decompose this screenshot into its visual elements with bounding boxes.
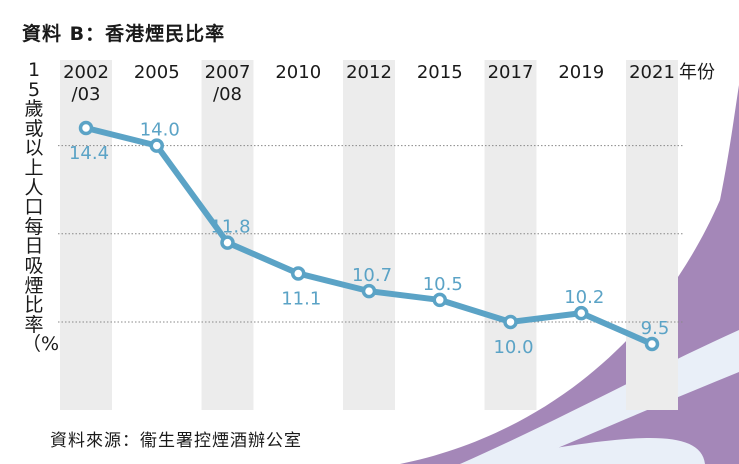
data-label: 14.0 (140, 120, 180, 141)
data-point (149, 138, 164, 153)
x-tick-label: 2002/03 (63, 62, 109, 105)
data-points (78, 120, 660, 352)
x-tick-label: 2007/08 (205, 62, 251, 105)
data-point (503, 314, 518, 330)
data-label: 11.1 (281, 288, 321, 309)
x-unit-label: 年份 (679, 62, 715, 83)
x-tick-label: 2021 (629, 62, 675, 83)
source-note: 資料來源：衞生署控煙酒辦公室 (50, 431, 302, 451)
x-axis-labels: 2002/03 2005 2007/08 2010 2012 2015 2017 2019 20… (63, 62, 675, 105)
x-tick-label: 2019 (558, 62, 604, 83)
data-labels: 14.4 14.0 11.8 11.1 10.7 10.5 10.0 10.2 9.5 (69, 120, 669, 358)
data-label: 11.8 (210, 217, 250, 238)
category-band (201, 60, 254, 410)
x-tick-label: 2010 (275, 62, 321, 83)
data-label: 9.5 (641, 318, 670, 339)
data-point (291, 266, 306, 281)
category-band (343, 60, 395, 410)
data-point (574, 305, 589, 321)
x-tick-label: 2012 (346, 62, 392, 83)
x-tick-label: 2015 (417, 62, 463, 83)
x-tick-label: 2017 (488, 62, 534, 83)
y-axis-label: 15歲或以上人口每日吸煙比率（%） (22, 59, 79, 356)
category-band (60, 60, 112, 410)
data-label: 14.4 (69, 143, 109, 164)
data-label: 10.2 (564, 287, 604, 308)
data-label: 10.5 (423, 274, 463, 295)
data-point (361, 283, 377, 299)
gridlines (58, 145, 684, 323)
data-point (432, 292, 447, 308)
category-bands (60, 60, 678, 410)
category-band (484, 60, 537, 410)
data-point (644, 336, 660, 352)
data-point (220, 235, 235, 250)
data-label: 10.0 (493, 337, 533, 358)
category-band (626, 60, 678, 410)
x-tick-label: 2005 (134, 62, 180, 83)
chart-title: 資料 B：香港煙民比率 (22, 23, 226, 45)
data-point (78, 120, 94, 136)
data-label: 10.7 (352, 265, 392, 286)
